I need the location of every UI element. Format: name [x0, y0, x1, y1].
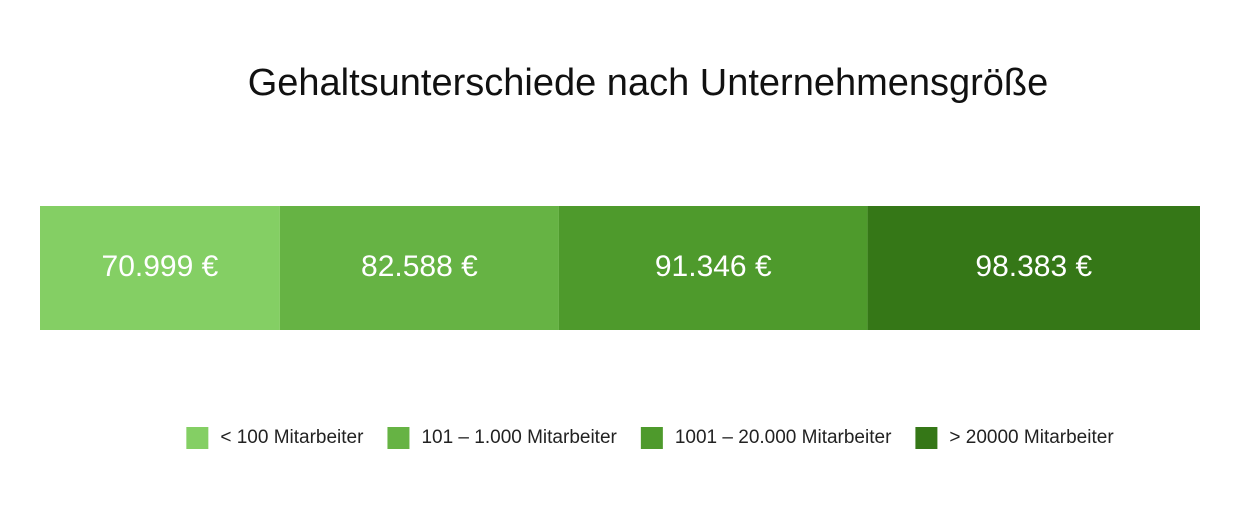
legend-label: 1001 – 20.000 Mitarbeiter [675, 427, 892, 448]
legend-label: 101 – 1.000 Mitarbeiter [421, 427, 617, 448]
data-label: 91.346 € [655, 250, 772, 283]
chart-title: Gehaltsunterschiede nach Unternehmensgrö… [248, 62, 1049, 104]
legend-swatch [186, 427, 209, 449]
legend: < 100 Mitarbeiter 101 – 1.000 Mitarbeiter… [186, 427, 1114, 449]
bar-segment [558, 206, 868, 330]
bar-segment [279, 206, 559, 330]
legend-swatch [915, 427, 938, 449]
legend-label: > 20000 Mitarbeiter [949, 427, 1114, 448]
legend-swatch [387, 427, 410, 449]
data-label: 70.999 € [102, 250, 219, 283]
legend-label: < 100 Mitarbeiter [220, 427, 364, 448]
bar-segment [867, 206, 1200, 330]
data-label: 98.383 € [975, 250, 1092, 283]
legend-swatch [640, 427, 663, 449]
data-label: 82.588 € [361, 250, 478, 283]
bar-segment [40, 206, 280, 330]
